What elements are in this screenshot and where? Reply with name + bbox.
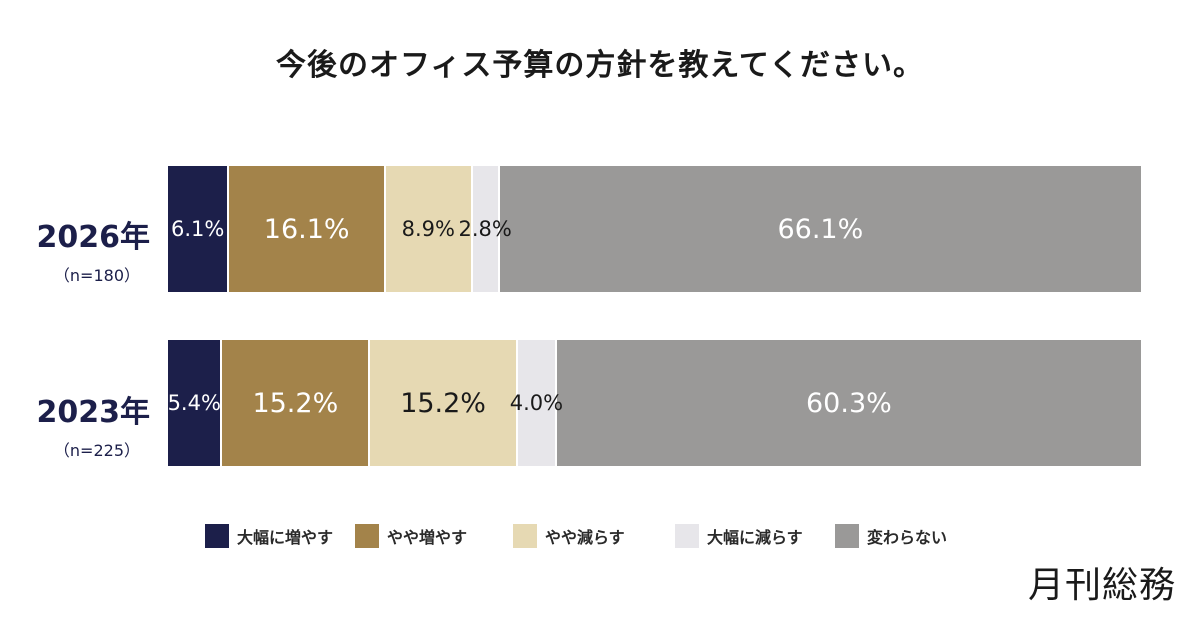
bar-segment: 2.8% — [459, 166, 512, 292]
data-label: 2.8% — [458, 217, 512, 241]
bar-segment: 5.4% — [167, 340, 221, 466]
stacked-bar-2026: 6.1% 16.1% 8.9% 2.8% 66.1% — [168, 166, 1141, 292]
row-year-label: 2026年 — [36, 220, 151, 255]
brand-logo: 月刊総務 — [1027, 565, 1176, 606]
chart-title: 今後のオフィス予算の方針を教えてください。 — [276, 48, 924, 83]
row-label-2026: 2026年 （n=180） — [0, 212, 151, 286]
data-label: 60.3% — [806, 387, 892, 419]
bar-segment: 60.3% — [554, 340, 1141, 466]
row-sample-size: （n=180） — [53, 266, 140, 285]
legend-swatch — [513, 524, 537, 548]
stacked-bar-2023: 5.4% 15.2% 15.2% 4.0% 60.3% — [168, 340, 1141, 466]
legend-label: やや減らす — [545, 528, 625, 547]
legend-item: やや増やす — [355, 524, 513, 548]
data-label: 6.1% — [170, 217, 225, 241]
data-label: 16.1% — [263, 213, 350, 245]
data-label: 15.2% — [252, 387, 339, 419]
bar-segment: 8.9% — [383, 166, 471, 292]
legend-label: 大幅に減らす — [707, 528, 803, 547]
bar-segment: 16.1% — [227, 166, 384, 292]
bar-segment: 15.2% — [220, 340, 369, 466]
bar-segment: 15.2% — [368, 340, 516, 466]
legend-swatch — [675, 524, 699, 548]
legend-label: 大幅に増やす — [237, 528, 334, 547]
legend-swatch — [355, 524, 379, 548]
legend-item: 大幅に減らす — [675, 524, 835, 548]
row-sample-size: （n=225） — [53, 441, 140, 460]
chart-legend: 大幅に増やす やや増やす やや減らす 大幅に減らす 変わらない — [205, 524, 975, 548]
row-year-label: 2023年 — [36, 395, 151, 430]
bar-segment: 4.0% — [510, 340, 563, 466]
legend-item: やや減らす — [513, 524, 675, 548]
data-label: 5.4% — [167, 391, 221, 415]
legend-label: やや増やす — [387, 528, 468, 547]
legend-swatch — [205, 524, 229, 548]
bar-segment: 6.1% — [168, 166, 228, 292]
data-label: 66.1% — [777, 213, 864, 245]
bar-segment: 66.1% — [497, 166, 1141, 292]
legend-label: 変わらない — [867, 528, 948, 547]
legend-item: 変わらない — [835, 524, 975, 548]
data-label: 4.0% — [509, 391, 564, 415]
row-label-2023: 2023年 （n=225） — [0, 387, 151, 461]
data-label: 15.2% — [400, 387, 486, 419]
legend-item: 大幅に増やす — [205, 524, 355, 548]
data-label: 8.9% — [401, 217, 455, 241]
legend-swatch — [835, 524, 859, 548]
